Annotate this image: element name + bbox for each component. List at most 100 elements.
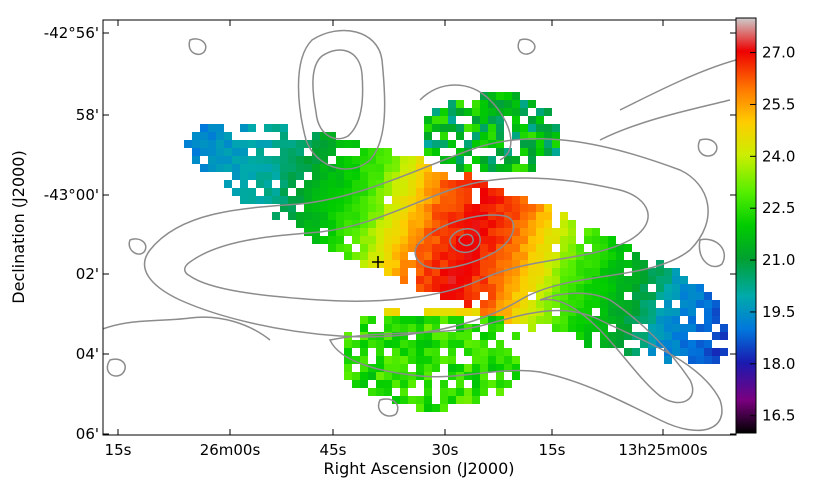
velocity-pixel bbox=[480, 132, 488, 140]
velocity-pixel bbox=[440, 316, 448, 324]
velocity-pixel bbox=[656, 340, 664, 348]
velocity-pixel bbox=[504, 196, 512, 204]
velocity-pixel bbox=[296, 196, 304, 204]
velocity-pixel bbox=[496, 284, 504, 292]
velocity-pixel bbox=[480, 244, 488, 252]
velocity-pixel bbox=[672, 340, 680, 348]
velocity-pixel bbox=[480, 380, 488, 388]
velocity-pixel bbox=[704, 356, 712, 364]
velocity-pixel bbox=[376, 148, 384, 156]
velocity-pixel bbox=[536, 108, 544, 116]
velocity-pixel bbox=[288, 212, 296, 220]
colorbar-tick-label: 25.5 bbox=[762, 95, 795, 113]
velocity-pixel bbox=[680, 332, 688, 340]
velocity-pixel bbox=[664, 324, 672, 332]
velocity-pixel bbox=[288, 180, 296, 188]
velocity-pixel bbox=[376, 220, 384, 228]
velocity-pixel bbox=[592, 324, 600, 332]
velocity-pixel bbox=[424, 204, 432, 212]
velocity-pixel bbox=[368, 332, 376, 340]
velocity-pixel bbox=[448, 140, 456, 148]
velocity-pixel bbox=[416, 260, 424, 268]
velocity-pixel bbox=[648, 300, 656, 308]
velocity-pixel bbox=[416, 364, 424, 372]
velocity-pixel bbox=[400, 220, 408, 228]
velocity-pixel bbox=[592, 276, 600, 284]
velocity-pixel bbox=[456, 108, 464, 116]
velocity-pixel bbox=[536, 244, 544, 252]
velocity-pixel bbox=[600, 292, 608, 300]
velocity-pixel bbox=[408, 196, 416, 204]
velocity-pixel bbox=[512, 204, 520, 212]
velocity-pixel bbox=[336, 172, 344, 180]
velocity-pixel bbox=[408, 220, 416, 228]
velocity-pixel bbox=[312, 172, 320, 180]
velocity-pixel bbox=[536, 228, 544, 236]
velocity-pixel bbox=[424, 220, 432, 228]
velocity-pixel bbox=[352, 156, 360, 164]
velocity-pixel bbox=[544, 228, 552, 236]
velocity-pixel bbox=[368, 156, 376, 164]
velocity-pixel bbox=[392, 220, 400, 228]
velocity-pixel bbox=[528, 252, 536, 260]
velocity-pixel bbox=[488, 132, 496, 140]
velocity-pixel bbox=[216, 164, 224, 172]
velocity-pixel bbox=[432, 332, 440, 340]
velocity-pixel bbox=[304, 204, 312, 212]
velocity-pixel bbox=[400, 228, 408, 236]
velocity-pixel bbox=[248, 124, 256, 132]
velocity-pixel bbox=[680, 348, 688, 356]
velocity-pixel bbox=[664, 332, 672, 340]
velocity-pixel bbox=[632, 308, 640, 316]
velocity-pixel bbox=[552, 140, 560, 148]
velocity-pixel bbox=[496, 276, 504, 284]
contour-sw-blob bbox=[539, 292, 694, 404]
velocity-pixel bbox=[464, 172, 472, 180]
velocity-pixel bbox=[528, 124, 536, 132]
velocity-pixel bbox=[424, 356, 432, 364]
velocity-pixel bbox=[352, 252, 360, 260]
velocity-pixel bbox=[296, 188, 304, 196]
velocity-pixel bbox=[376, 356, 384, 364]
velocity-pixel bbox=[328, 228, 336, 236]
velocity-pixel bbox=[624, 348, 632, 356]
velocity-pixel bbox=[440, 108, 448, 116]
velocity-pixel bbox=[496, 164, 504, 172]
velocity-pixel bbox=[320, 236, 328, 244]
velocity-pixel bbox=[520, 244, 528, 252]
colorbar-tick-label: 16.5 bbox=[762, 407, 795, 425]
velocity-pixel bbox=[416, 236, 424, 244]
velocity-pixel bbox=[576, 284, 584, 292]
y-tick-label: 58' bbox=[76, 106, 99, 124]
velocity-pixel bbox=[712, 300, 720, 308]
velocity-pixel bbox=[680, 300, 688, 308]
velocity-pixel bbox=[656, 332, 664, 340]
velocity-pixel bbox=[328, 148, 336, 156]
velocity-pixel bbox=[344, 348, 352, 356]
velocity-pixel bbox=[480, 284, 488, 292]
velocity-pixel bbox=[456, 396, 464, 404]
velocity-pixel bbox=[360, 356, 368, 364]
velocity-pixel bbox=[400, 364, 408, 372]
velocity-pixel bbox=[640, 260, 648, 268]
velocity-pixel bbox=[632, 292, 640, 300]
velocity-pixel bbox=[456, 228, 464, 236]
velocity-pixel bbox=[712, 308, 720, 316]
velocity-pixel bbox=[504, 380, 512, 388]
velocity-pixel bbox=[640, 332, 648, 340]
velocity-pixel bbox=[448, 236, 456, 244]
colorbar-tick-label: 19.5 bbox=[762, 303, 795, 321]
velocity-pixel bbox=[328, 172, 336, 180]
velocity-pixel bbox=[424, 260, 432, 268]
velocity-pixel bbox=[592, 268, 600, 276]
velocity-pixel bbox=[256, 172, 264, 180]
velocity-pixel bbox=[360, 188, 368, 196]
velocity-pixel bbox=[480, 156, 488, 164]
velocity-pixel bbox=[512, 308, 520, 316]
velocity-pixel bbox=[528, 100, 536, 108]
velocity-pixel bbox=[432, 116, 440, 124]
velocity-pixel bbox=[432, 244, 440, 252]
velocity-pixel bbox=[384, 260, 392, 268]
velocity-pixel bbox=[392, 316, 400, 324]
velocity-pixel bbox=[696, 348, 704, 356]
